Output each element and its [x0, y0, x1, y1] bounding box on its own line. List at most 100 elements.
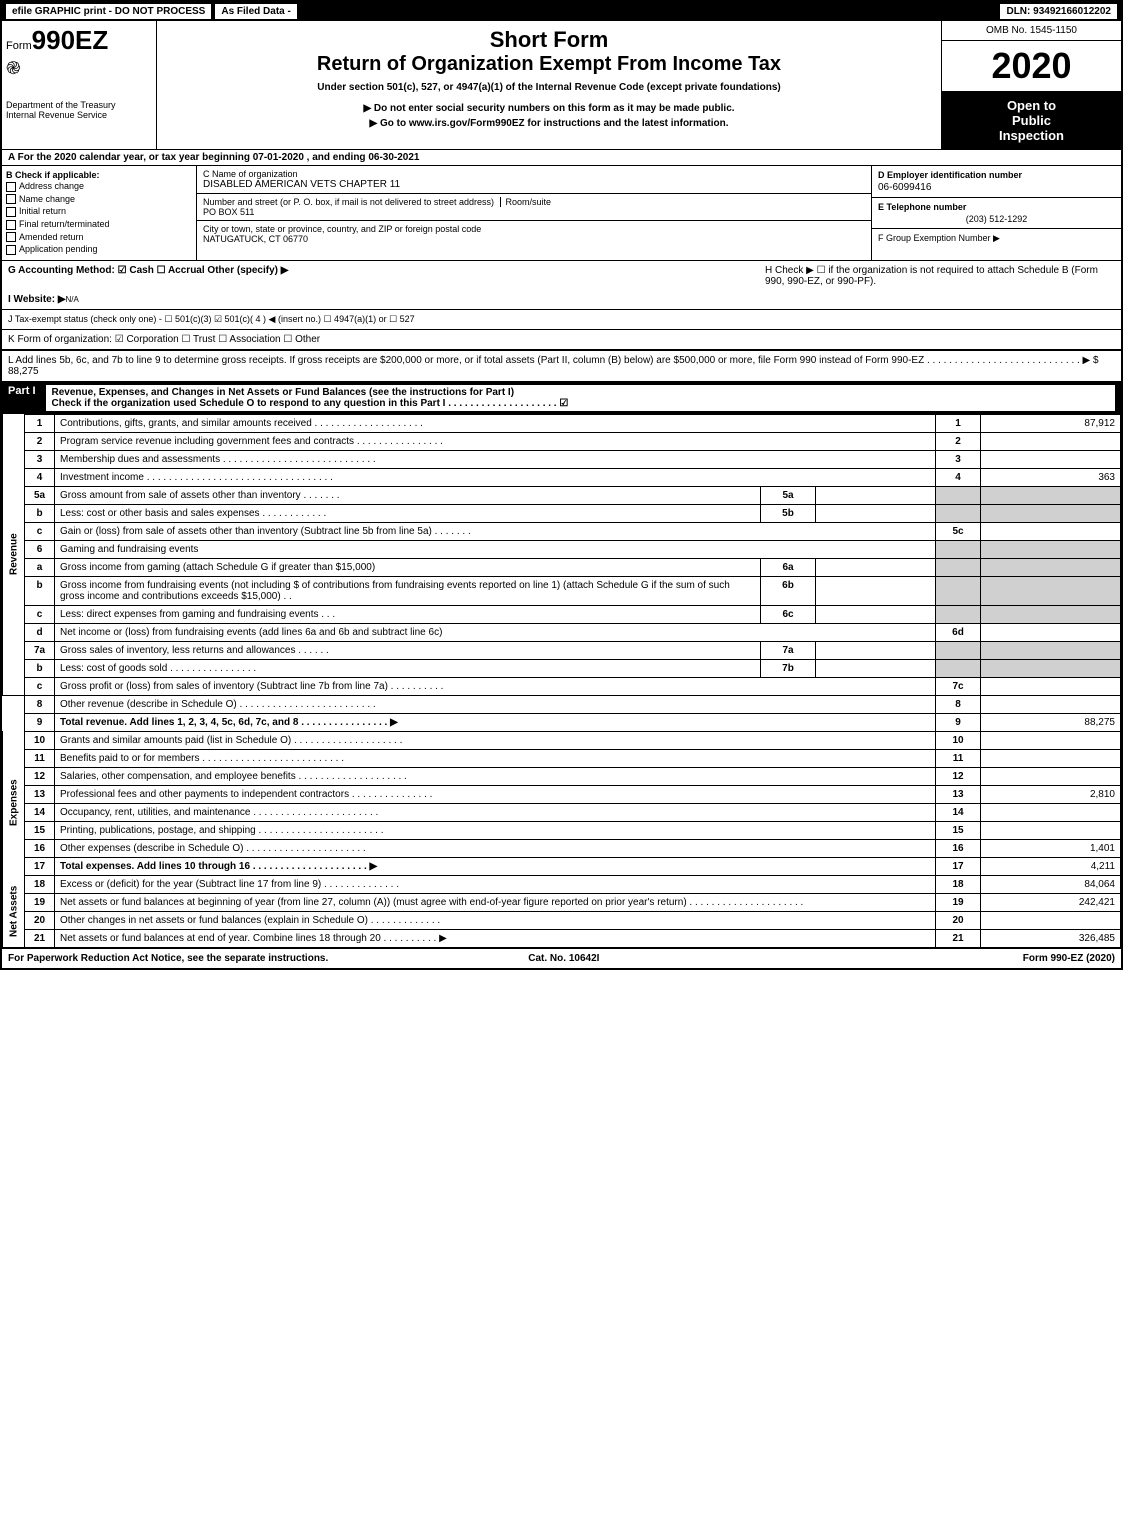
address: PO BOX 511: [203, 207, 254, 217]
table-row: b Gross income from fundraising events (…: [3, 576, 1121, 605]
netassets-side-label: Net Assets: [3, 875, 25, 947]
section-h: H Check ▶ ☐ if the organization is not r…: [765, 265, 1115, 305]
ein-label: D Employer identification number: [878, 170, 1022, 180]
dept-treasury: Department of the Treasury: [6, 100, 152, 110]
section-k: K Form of organization: ☑ Corporation ☐ …: [2, 330, 1121, 351]
table-row: 4 Investment income . . . . . . . . . . …: [3, 468, 1121, 486]
form-page: efile GRAPHIC print - DO NOT PROCESS As …: [0, 0, 1123, 970]
tax-year: 2020: [942, 41, 1121, 92]
open-line-2: Public: [948, 113, 1115, 128]
omb-year-box: OMB No. 1545-1150 2020 Open to Public In…: [941, 21, 1121, 149]
table-row: 21 Net assets or fund balances at end of…: [3, 929, 1121, 947]
room-label: Room/suite: [500, 197, 551, 207]
table-row: d Net income or (loss) from fundraising …: [3, 623, 1121, 641]
tel-box: E Telephone number (203) 512-1292: [872, 198, 1121, 229]
table-row: 11 Benefits paid to or for members . . .…: [3, 749, 1121, 767]
section-def: D Employer identification number 06-6099…: [871, 166, 1121, 260]
tel-value: (203) 512-1292: [878, 214, 1115, 224]
revenue-side-label: Revenue: [3, 414, 25, 695]
table-row: 19 Net assets or fund balances at beginn…: [3, 893, 1121, 911]
dln-label: DLN: 93492166012202: [1000, 4, 1117, 19]
table-row: c Gain or (loss) from sale of assets oth…: [3, 522, 1121, 540]
website-value: N/A: [66, 295, 79, 304]
table-row: Revenue 1 Contributions, gifts, grants, …: [3, 414, 1121, 432]
org-name: DISABLED AMERICAN VETS CHAPTER 11: [203, 179, 400, 190]
ein-box: D Employer identification number 06-6099…: [872, 166, 1121, 198]
table-row: b Less: cost or other basis and sales ex…: [3, 504, 1121, 522]
city-label: City or town, state or province, country…: [203, 224, 481, 234]
check-final-return: Final return/terminated: [6, 218, 192, 231]
footer-right: Form 990-EZ (2020): [1023, 953, 1115, 964]
section-b: B Check if applicable: Address change Na…: [2, 166, 197, 260]
subtitle: Under section 501(c), 527, or 4947(a)(1)…: [163, 82, 935, 93]
table-row: 8 Other revenue (describe in Schedule O)…: [3, 695, 1121, 713]
part-title-box: Revenue, Expenses, and Changes in Net As…: [46, 385, 1115, 411]
footer-mid: Cat. No. 10642I: [528, 953, 599, 964]
part-num: Part I: [8, 385, 46, 411]
part-title: Revenue, Expenses, and Changes in Net As…: [52, 387, 515, 398]
open-line-1: Open to: [948, 98, 1115, 113]
ein-value: 06-6099416: [878, 182, 1115, 193]
form-label: Form: [6, 40, 32, 52]
table-row: Net Assets 18 Excess or (deficit) for th…: [3, 875, 1121, 893]
table-row: 5a Gross amount from sale of assets othe…: [3, 486, 1121, 504]
form-number: Form990EZ: [6, 25, 152, 56]
table-row: c Gross profit or (loss) from sales of i…: [3, 677, 1121, 695]
instructions-link: ▶ Go to www.irs.gov/Form990EZ for instru…: [163, 118, 935, 129]
asfiled-label: As Filed Data -: [215, 4, 296, 19]
city-box: City or town, state or province, country…: [197, 221, 871, 247]
return-title: Return of Organization Exempt From Incom…: [163, 53, 935, 76]
table-row: 3 Membership dues and assessments . . . …: [3, 450, 1121, 468]
form-num: 990EZ: [32, 25, 109, 55]
g-label: G Accounting Method: ☑ Cash ☐ Accrual Ot…: [8, 265, 765, 276]
table-row: 6 Gaming and fundraising events: [3, 540, 1121, 558]
section-b-container: B Check if applicable: Address change Na…: [2, 166, 1121, 261]
city: NATUGATUCK, CT 06770: [203, 234, 308, 244]
omb-number: OMB No. 1545-1150: [942, 21, 1121, 41]
check-amended-return: Amended return: [6, 231, 192, 244]
l-text: L Add lines 5b, 6c, and 7b to line 9 to …: [8, 355, 1090, 366]
tel-label: E Telephone number: [878, 202, 966, 212]
address-box: Number and street (or P. O. box, if mail…: [197, 194, 871, 221]
table-row: 13 Professional fees and other payments …: [3, 785, 1121, 803]
check-address-change: Address change: [6, 180, 192, 193]
open-to-public: Open to Public Inspection: [942, 92, 1121, 149]
footer-left: For Paperwork Reduction Act Notice, see …: [8, 953, 328, 964]
b-label: B Check if applicable:: [6, 170, 192, 180]
table-row: 14 Occupancy, rent, utilities, and maint…: [3, 803, 1121, 821]
expenses-side-label: Expenses: [3, 731, 25, 875]
efile-label: efile GRAPHIC print - DO NOT PROCESS: [6, 4, 211, 19]
part-i-header: Part I Revenue, Expenses, and Changes in…: [2, 382, 1121, 414]
ssn-warning: ▶ Do not enter social security numbers o…: [163, 103, 935, 114]
table-row: 15 Printing, publications, postage, and …: [3, 821, 1121, 839]
table-row: b Less: cost of goods sold . . . . . . .…: [3, 659, 1121, 677]
section-j: J Tax-exempt status (check only one) - ☐…: [2, 310, 1121, 330]
section-c: C Name of organization DISABLED AMERICAN…: [197, 166, 871, 260]
check-application-pending: Application pending: [6, 243, 192, 256]
table-row: 2 Program service revenue including gove…: [3, 432, 1121, 450]
table-row: 16 Other expenses (describe in Schedule …: [3, 839, 1121, 857]
open-line-3: Inspection: [948, 128, 1115, 143]
table-row: Expenses 10 Grants and similar amounts p…: [3, 731, 1121, 749]
check-initial-return: Initial return: [6, 205, 192, 218]
total-revenue-label: Total revenue. Add lines 1, 2, 3, 4, 5c,…: [60, 717, 398, 728]
form-title-box: Short Form Return of Organization Exempt…: [157, 21, 941, 149]
section-g: G Accounting Method: ☑ Cash ☐ Accrual Ot…: [8, 265, 765, 305]
dept-irs: Internal Revenue Service: [6, 110, 152, 120]
total-expenses-label: Total expenses. Add lines 10 through 16 …: [60, 861, 377, 872]
footer: For Paperwork Reduction Act Notice, see …: [2, 948, 1121, 968]
addr-label: Number and street (or P. O. box, if mail…: [203, 197, 494, 207]
group-exempt-box: F Group Exemption Number ▶: [872, 229, 1121, 248]
section-l: L Add lines 5b, 6c, and 7b to line 9 to …: [2, 351, 1121, 382]
table-row: 7a Gross sales of inventory, less return…: [3, 641, 1121, 659]
part-check-line: Check if the organization used Schedule …: [52, 398, 569, 409]
org-name-box: C Name of organization DISABLED AMERICAN…: [197, 166, 871, 194]
group-label: F Group Exemption Number ▶: [878, 233, 1000, 243]
table-row: 12 Salaries, other compensation, and emp…: [3, 767, 1121, 785]
check-name-change: Name change: [6, 193, 192, 206]
table-row: 20 Other changes in net assets or fund b…: [3, 911, 1121, 929]
table-row: 9 Total revenue. Add lines 1, 2, 3, 4, 5…: [3, 713, 1121, 731]
table-row: a Gross income from gaming (attach Sched…: [3, 558, 1121, 576]
form-id-box: Form990EZ ֎ Department of the Treasury I…: [2, 21, 157, 149]
revenue-table: Revenue 1 Contributions, gifts, grants, …: [2, 414, 1121, 948]
